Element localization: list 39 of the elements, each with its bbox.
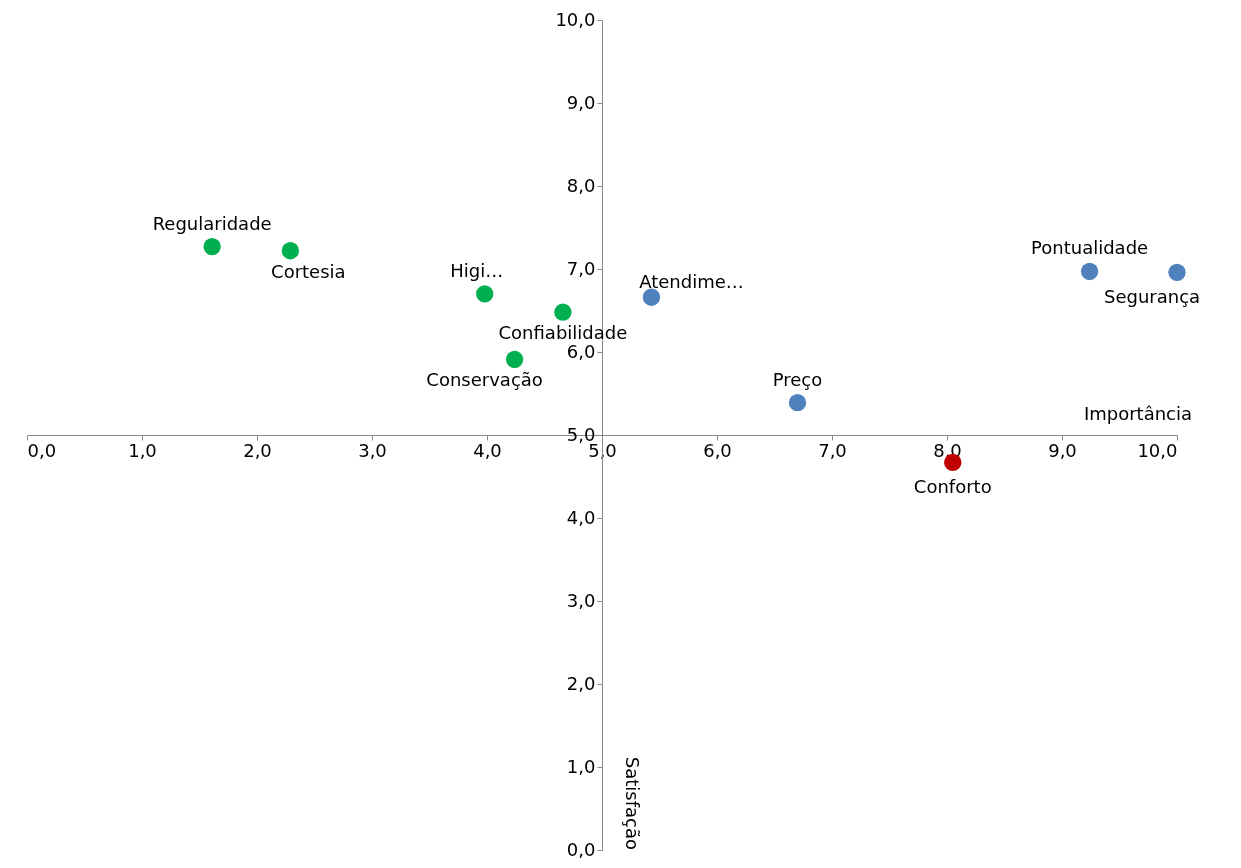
point	[1168, 263, 1186, 281]
annotation: Regularidade	[152, 212, 272, 234]
x-tick-label: 1,0	[128, 439, 157, 461]
y-axis-title: Satisfação	[622, 756, 643, 850]
annotation: Conforto	[913, 476, 992, 498]
x-tick-label: 3,0	[358, 439, 387, 461]
y-tick-label: 8,0	[566, 174, 596, 196]
y-tick-label: 0,0	[566, 838, 596, 860]
annotation: Segurança	[1103, 286, 1201, 308]
point	[505, 350, 524, 369]
point	[1080, 262, 1099, 281]
y-tick-label: 4,0	[566, 506, 596, 528]
y-tick-label: 3,0	[566, 589, 596, 611]
y-tick-label: 7,0	[566, 257, 596, 279]
point	[554, 303, 572, 321]
y-tick-label: 9,0	[566, 91, 596, 113]
y-tick-label: 2,0	[566, 672, 596, 694]
x-tick-label: 6,0	[703, 439, 732, 461]
x-tick-label: 7,0	[818, 439, 847, 461]
x-tick-label: 2,0	[243, 439, 272, 461]
x-axis-title: Importância	[1083, 403, 1192, 424]
x-tick-label: 0,0	[27, 439, 57, 461]
annotation: Preço	[772, 368, 823, 390]
point	[281, 242, 300, 260]
point	[476, 285, 494, 303]
annotation: Conservação	[426, 369, 543, 391]
annotation: Higi…	[450, 259, 504, 281]
y-tick-label: 10,0	[555, 8, 596, 30]
x-tick-label: 4,0	[473, 439, 502, 461]
point	[203, 237, 221, 256]
y-tick-label: 1,0	[566, 755, 596, 777]
annotation: Pontualidade	[1031, 237, 1149, 259]
y-tick-label: 5,0	[566, 423, 596, 445]
annotation: Cortesia	[271, 260, 346, 282]
annotation: Atendime…	[639, 271, 744, 293]
x-tick-label: 9,0	[1048, 439, 1077, 461]
point	[788, 393, 807, 412]
point	[642, 288, 661, 306]
x-tick-label: 10,0	[1137, 439, 1178, 461]
